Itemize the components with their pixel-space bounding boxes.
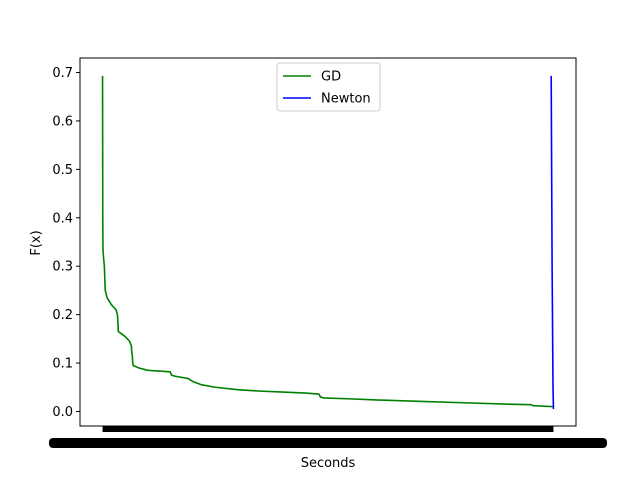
legend-box	[276, 62, 381, 112]
y-tick-label: 0.2	[52, 308, 73, 323]
x-tick-labels-overlapping	[49, 438, 607, 448]
y-tick-label: 0.3	[52, 260, 73, 275]
y-tick-label: 0.5	[52, 163, 73, 178]
legend-label-newton: Newton	[321, 92, 371, 107]
y-tick-label: 0.1	[52, 357, 73, 372]
x-tick-marks-dense	[102, 426, 554, 432]
legend: GD Newton	[276, 62, 381, 112]
series-line-newton	[550, 75, 555, 410]
y-tick-label: 0.0	[52, 405, 73, 420]
x-axis-ticks	[49, 426, 607, 448]
legend-label-gd: GD	[321, 70, 341, 85]
series-line-gd	[101, 75, 554, 408]
y-axis-title: F(x)	[29, 230, 44, 255]
y-tick-label: 0.4	[52, 211, 73, 226]
y-tick-label: 0.7	[52, 66, 73, 81]
y-tick-label: 0.6	[52, 114, 73, 129]
x-axis-title: Seconds	[301, 456, 356, 471]
